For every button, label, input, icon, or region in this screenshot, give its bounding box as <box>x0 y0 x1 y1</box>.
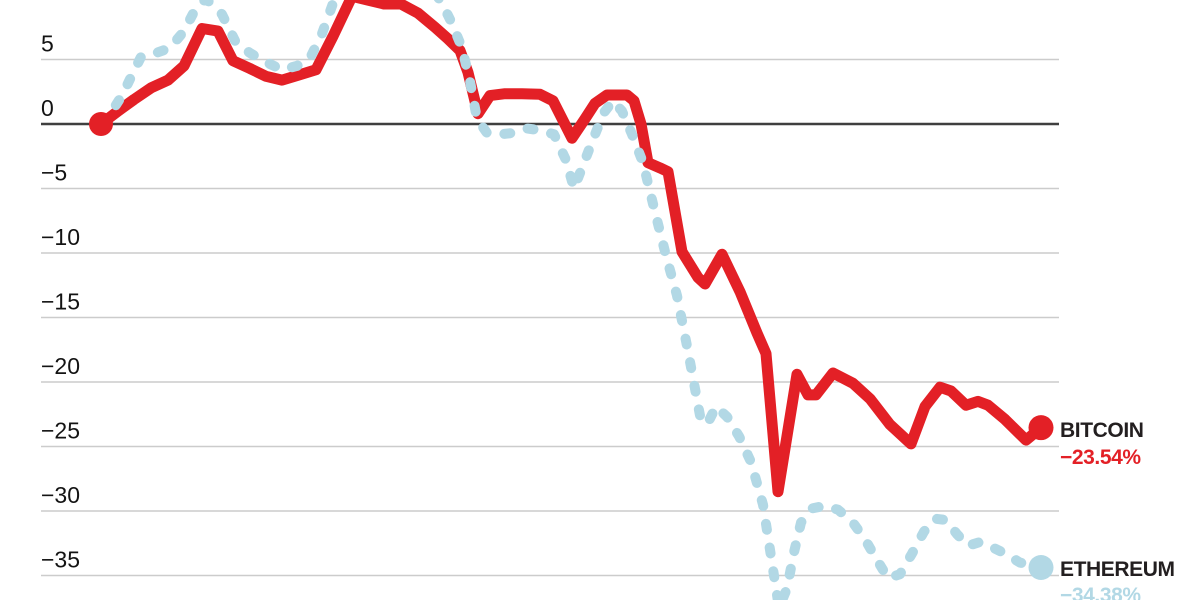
y-axis-tick-label: −25 <box>41 418 80 444</box>
y-axis-tick-label: 5 <box>41 31 54 57</box>
ethereum-end-dot <box>1028 555 1054 581</box>
y-axis-tick-label: −5 <box>41 160 67 186</box>
ethereum-pct-value: −34.38% <box>1060 584 1141 600</box>
ethereum-line <box>96 0 1046 600</box>
ethereum-series-label: ETHEREUM <box>1060 558 1175 581</box>
y-axis-tick-label: −35 <box>41 547 80 573</box>
y-axis-tick-label: −30 <box>41 482 80 508</box>
y-axis-tick-label: −15 <box>41 289 80 315</box>
y-axis-tick-label: −10 <box>41 224 80 250</box>
bitcoin-pct-value: −23.54% <box>1060 446 1141 469</box>
y-axis-tick-label: −20 <box>41 353 80 379</box>
bitcoin-line <box>95 0 1047 498</box>
bitcoin-series-label: BITCOIN <box>1060 419 1144 442</box>
bitcoin-end-dot <box>1028 415 1054 441</box>
bitcoin-start-dot <box>89 112 113 136</box>
y-axis-tick-label: 0 <box>41 95 54 121</box>
